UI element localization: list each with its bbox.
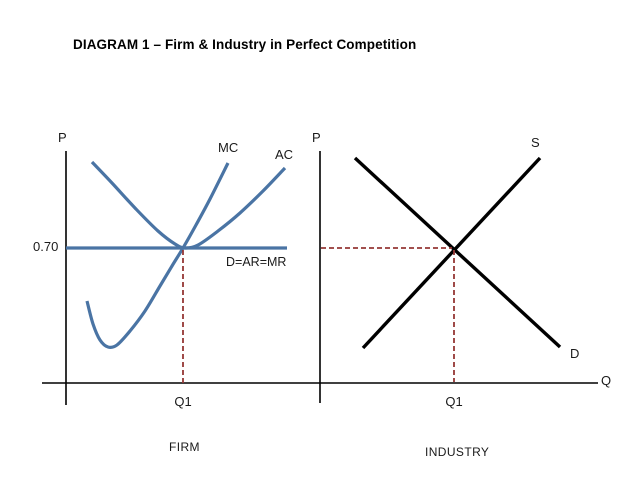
firm-mc-curve (85, 162, 230, 350)
firm-ac-curve (90, 160, 287, 250)
firm-panel-caption: FIRM (169, 440, 200, 454)
industry-panel-caption: INDUSTRY (425, 445, 490, 459)
diagram-title: DIAGRAM 1 – Firm & Industry in Perfect C… (73, 37, 417, 52)
industry-supply-curve (361, 156, 542, 350)
industry-q1-tick-label: Q1 (445, 394, 463, 409)
industry-y-axis-label: P (312, 130, 321, 145)
industry-demand-curve-label: D (570, 346, 580, 361)
industry-supply-curve-label: S (531, 135, 540, 150)
firm-ac-curve-label: AC (275, 147, 294, 162)
firm-y-axis-label: P (58, 130, 67, 145)
firm-q1-tick-label: Q1 (174, 394, 192, 409)
industry-demand-curve (353, 156, 562, 349)
industry-x-axis-label: Q (601, 373, 612, 388)
firm-demand-line-label: D=AR=MR (226, 255, 287, 269)
firm-price-tick-label: 0.70 (33, 239, 59, 254)
firm-mc-curve-label: MC (218, 140, 239, 155)
